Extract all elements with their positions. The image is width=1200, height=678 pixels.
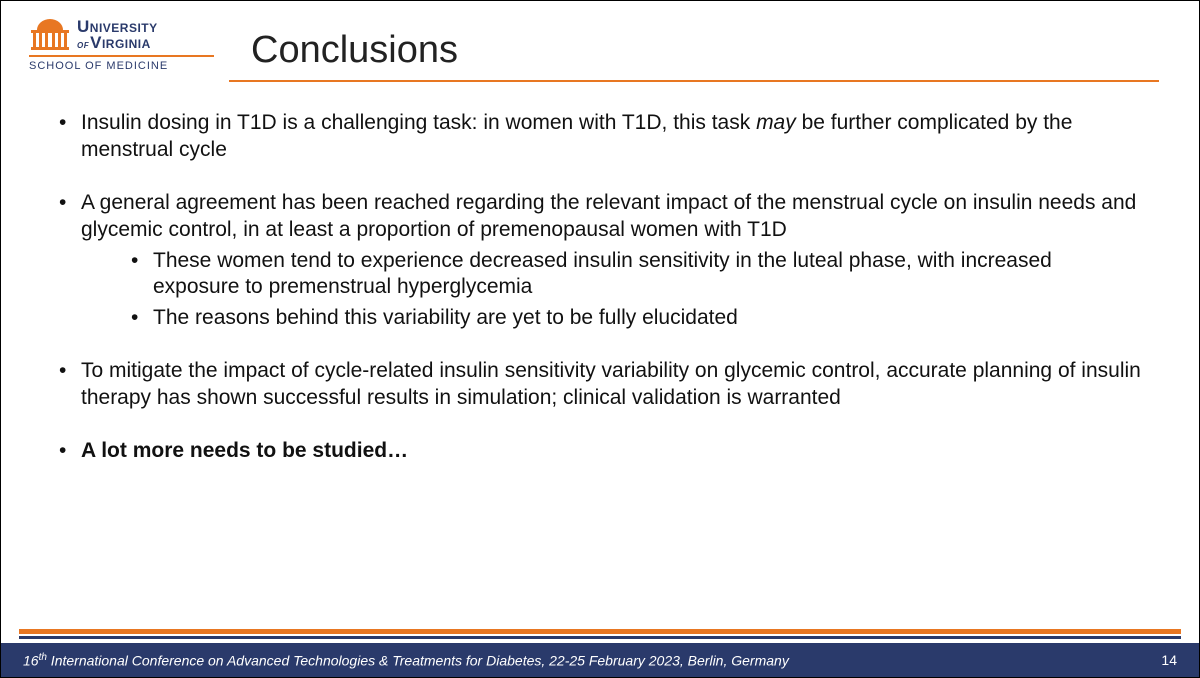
footer: 16th International Conference on Advance… xyxy=(1,643,1199,677)
sub-bullet-list: These women tend to experience decreased… xyxy=(81,248,1143,333)
bullet-item: A general agreement has been reached reg… xyxy=(57,190,1143,332)
logo-line2: ofVirginia xyxy=(77,35,158,51)
bullet-list: Insulin dosing in T1D is a challenging t… xyxy=(57,110,1143,465)
blue-bar xyxy=(19,636,1181,639)
footer-ordinal-suffix: th xyxy=(39,652,47,663)
bullet-text: Insulin dosing in T1D is a challenging t… xyxy=(81,111,756,134)
page-title: Conclusions xyxy=(251,29,1159,72)
title-block: Conclusions xyxy=(229,19,1159,82)
rotunda-icon xyxy=(29,19,71,51)
sub-bullet-item: These women tend to experience decreased… xyxy=(129,248,1143,302)
bullet-item: Insulin dosing in T1D is a challenging t… xyxy=(57,110,1143,164)
conference-label: 16th International Conference on Advance… xyxy=(23,652,1161,669)
bullet-text-bold: A lot more needs to be studied… xyxy=(81,439,408,462)
header: University ofVirginia SCHOOL OF MEDICINE… xyxy=(1,1,1199,82)
title-underline xyxy=(229,80,1159,82)
footer-divider xyxy=(19,629,1181,639)
footer-conference-text: International Conference on Advanced Tec… xyxy=(47,652,789,668)
content: Insulin dosing in T1D is a challenging t… xyxy=(1,82,1199,465)
bullet-item: A lot more needs to be studied… xyxy=(57,438,1143,465)
sub-bullet-text: These women tend to experience decreased… xyxy=(153,249,1052,299)
slide: University ofVirginia SCHOOL OF MEDICINE… xyxy=(0,0,1200,678)
bullet-item: To mitigate the impact of cycle-related … xyxy=(57,358,1143,412)
logo-text: University ofVirginia xyxy=(77,19,158,51)
bullet-text: To mitigate the impact of cycle-related … xyxy=(81,359,1141,409)
bullet-text: A general agreement has been reached reg… xyxy=(81,191,1136,241)
orange-bar xyxy=(19,629,1181,634)
sub-bullet-text: The reasons behind this variability are … xyxy=(153,306,738,329)
uva-logo: University ofVirginia SCHOOL OF MEDICINE xyxy=(29,19,229,72)
sub-bullet-item: The reasons behind this variability are … xyxy=(129,305,1143,332)
bullet-text-em: may xyxy=(756,111,796,134)
footer-ordinal: 16 xyxy=(23,652,39,668)
logo-school: SCHOOL OF MEDICINE xyxy=(29,60,229,72)
page-number: 14 xyxy=(1161,652,1177,668)
logo-divider xyxy=(29,55,214,57)
